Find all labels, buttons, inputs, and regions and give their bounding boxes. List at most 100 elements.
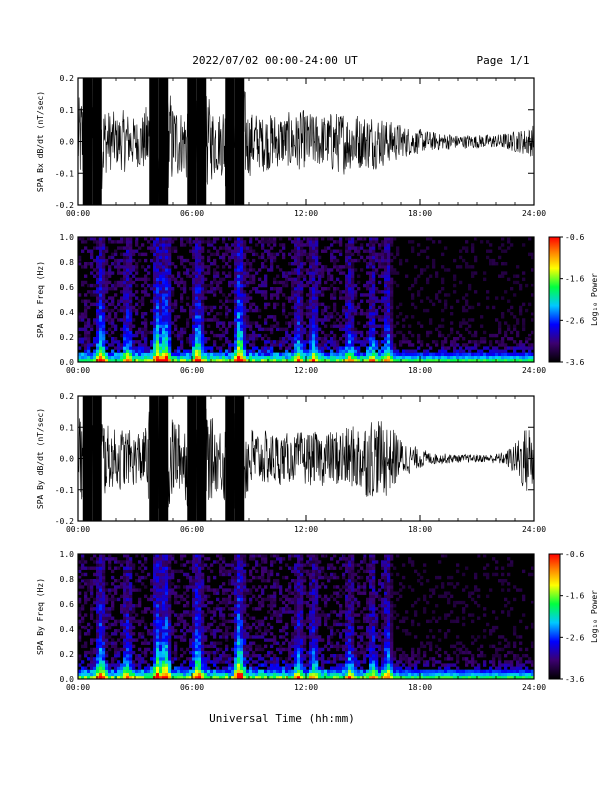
spectrogram-cell — [270, 262, 274, 266]
spectrogram-cell — [153, 343, 157, 347]
spectrogram-cell — [300, 290, 304, 294]
spectrogram-cell — [126, 268, 130, 272]
spectrogram-cell — [522, 318, 526, 322]
spectrogram-cell — [156, 255, 160, 260]
spectrogram-cell — [303, 327, 307, 332]
spectrogram-cell — [168, 321, 172, 325]
spectrogram-cell — [87, 321, 91, 325]
spectrogram-cell — [126, 629, 130, 633]
spectrogram-cell — [324, 318, 328, 322]
spectrogram-cell — [291, 283, 295, 288]
spectrogram-cell — [228, 343, 232, 347]
x-tick-label: 18:00 — [408, 209, 432, 218]
spectrogram-cell — [159, 557, 163, 561]
spectrogram-cell — [111, 597, 115, 602]
spectrogram-cell — [165, 641, 169, 645]
spectrogram-cell — [162, 305, 166, 310]
spectrogram-cell — [315, 299, 319, 303]
spectrogram-cell — [195, 312, 199, 316]
spectrogram-cell — [234, 327, 238, 332]
spectrogram-cell — [84, 632, 88, 636]
spectrogram-cell — [219, 675, 223, 680]
spectrogram-cell — [222, 566, 226, 570]
spectrogram-cell — [312, 293, 316, 297]
spectrogram-cell — [198, 318, 202, 322]
spectrogram-cell — [117, 666, 121, 670]
spectrogram-cell — [246, 355, 250, 360]
spectrogram-cell — [234, 594, 238, 599]
spectrogram-cell — [90, 650, 94, 655]
spectrogram-cell — [384, 274, 388, 278]
spectrogram-cell — [123, 585, 127, 589]
spectrogram-cell — [240, 337, 244, 341]
spectrogram-cell — [126, 258, 130, 263]
spectrogram-cell — [84, 308, 88, 313]
spectrogram-cell — [291, 343, 295, 347]
spectrogram-cell — [387, 287, 391, 291]
spectrogram-cell — [180, 243, 184, 247]
spectrogram-cell — [348, 252, 352, 257]
spectrogram-cell — [111, 622, 115, 627]
spectrogram-cell — [240, 308, 244, 313]
spectrogram-cell — [126, 672, 130, 677]
spectrogram-cell — [300, 255, 304, 260]
spectrogram-cell — [198, 290, 202, 294]
spectrogram-cell — [99, 588, 103, 592]
spectrogram-cell — [144, 312, 148, 316]
spectrogram-cell — [297, 346, 301, 350]
spectrogram-cell — [90, 654, 94, 658]
spectrogram-cell — [165, 604, 169, 608]
spectrogram-cell — [114, 654, 118, 658]
spectrogram-cell — [525, 352, 529, 357]
spectrogram-cell — [201, 327, 205, 332]
spectrogram-cell — [429, 274, 433, 278]
spectrogram-cell — [213, 305, 217, 310]
spectrogram-cell — [444, 340, 448, 344]
spectrogram-cell — [156, 324, 160, 328]
spectrogram-cell — [315, 327, 319, 332]
spectrogram-cell — [204, 271, 208, 275]
spectrogram-cell — [198, 293, 202, 297]
spectrogram-cell — [195, 591, 199, 595]
spectrogram-cell — [84, 246, 88, 250]
spectrogram-cell — [222, 597, 226, 602]
spectrogram-cell — [210, 569, 214, 574]
spectrogram-cell — [96, 333, 100, 338]
spectrogram-cell — [198, 302, 202, 307]
spectrogram-cell — [90, 588, 94, 592]
spectrogram-cell — [198, 569, 202, 574]
spectrogram-cell — [252, 358, 256, 363]
spectrogram-cell — [138, 675, 142, 680]
spectrogram-cell — [249, 240, 253, 244]
spectrogram-cell — [312, 237, 316, 241]
spectrogram-cell — [294, 283, 298, 288]
spectrogram-cell — [357, 349, 361, 353]
spectrogram-cell — [96, 343, 100, 347]
spectrogram-cell — [387, 265, 391, 269]
spectrogram-cell — [198, 554, 202, 558]
spectrogram-cell — [342, 305, 346, 310]
spectrogram-cell — [123, 597, 127, 602]
spectrogram-cell — [309, 327, 313, 332]
spectrogram-cell — [465, 265, 469, 269]
spectrogram-cell — [495, 352, 499, 357]
spectrogram-cell — [237, 622, 241, 627]
spectrogram-cell — [312, 305, 316, 310]
spectrogram-cell — [246, 318, 250, 322]
spectrogram-cell — [249, 337, 253, 341]
spectrogram-cell — [165, 337, 169, 341]
spectrogram-cell — [201, 321, 205, 325]
spectrogram-cell — [153, 600, 157, 605]
spectrogram-cell — [378, 343, 382, 347]
spectrogram-cell — [213, 560, 217, 564]
spectrogram-cell — [120, 252, 124, 257]
spectrogram-cell — [381, 324, 385, 328]
spectrogram-cell — [183, 669, 187, 674]
spectrogram-cell — [192, 604, 196, 608]
spectrogram-cell — [114, 641, 118, 645]
spectrogram-cell — [345, 346, 349, 350]
spectrogram-cell — [168, 252, 172, 257]
spectrogram-cell — [162, 280, 166, 285]
spectrogram-cell — [384, 343, 388, 347]
spectrogram-cell — [237, 572, 241, 577]
